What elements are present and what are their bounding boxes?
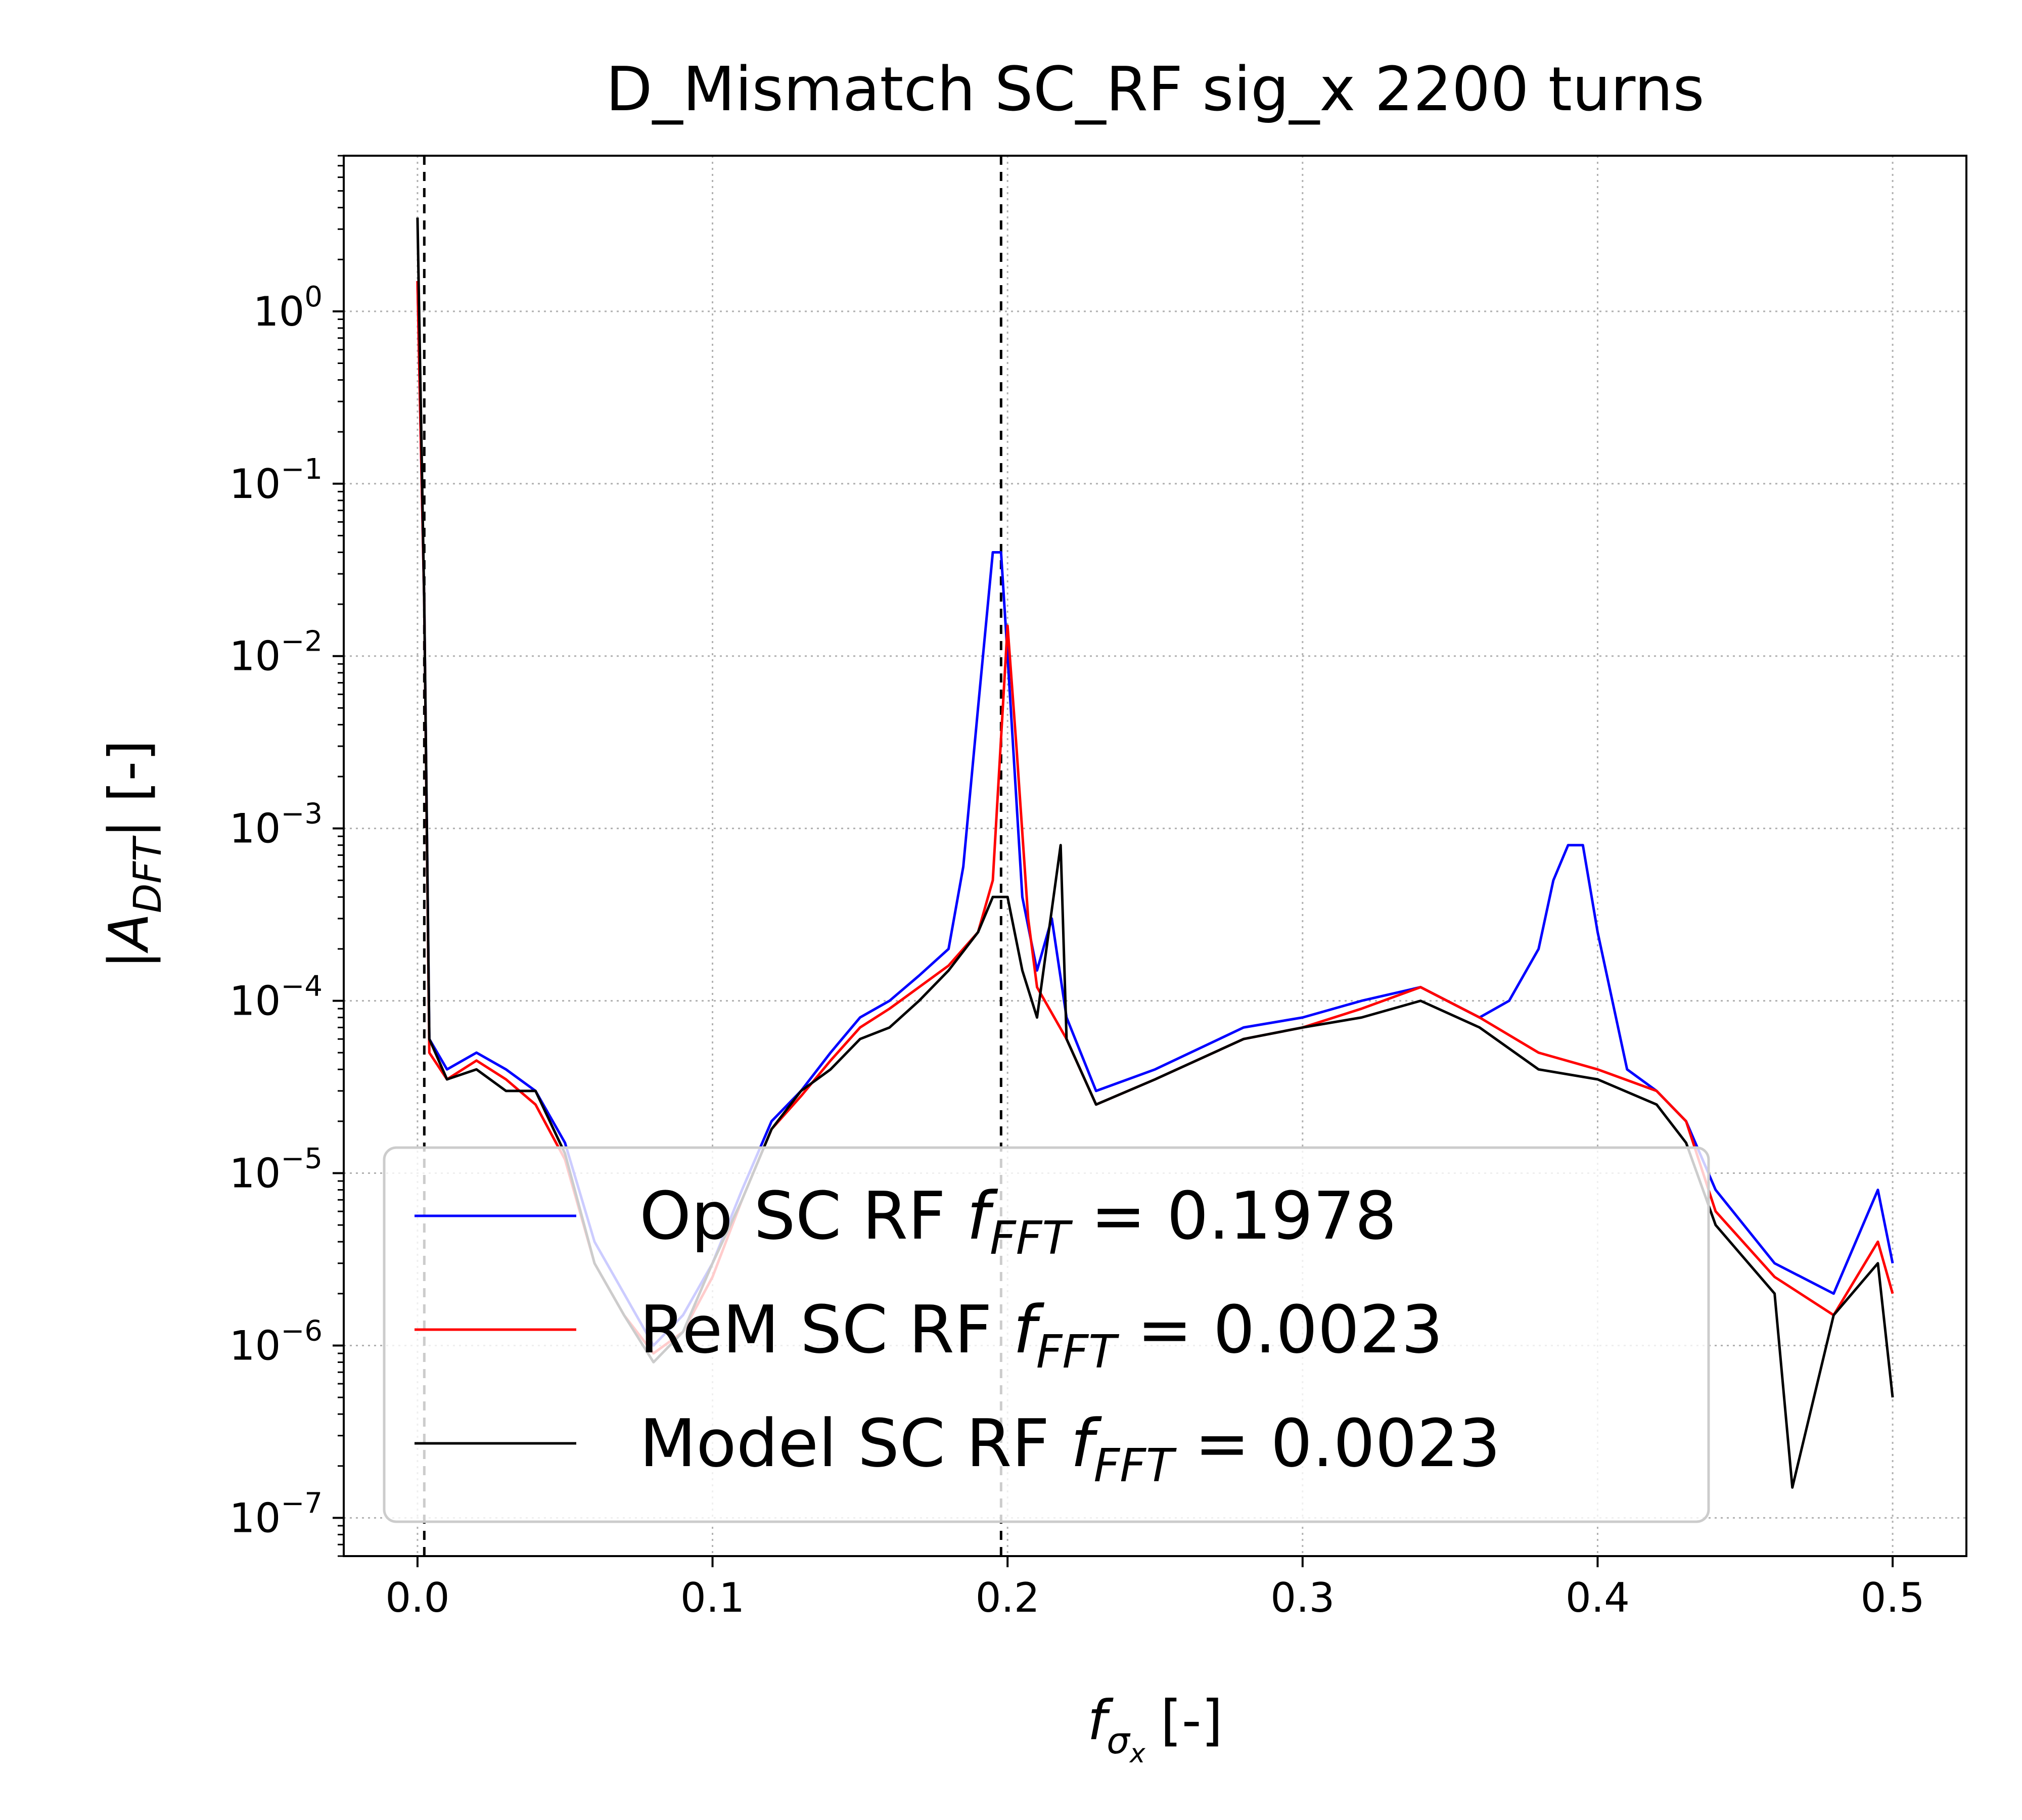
legend-label-rem: ReM SC RF fFFT = 0.0023	[639, 1291, 1443, 1379]
y-tick-label: 10−5	[229, 1143, 323, 1197]
legend-model-post: = 0.0023	[1174, 1405, 1500, 1482]
legend-label-op: Op SC RF fFFT = 0.1978	[639, 1177, 1397, 1265]
legend-rem-post: = 0.0023	[1116, 1291, 1443, 1368]
y-tick-label: 10−1	[229, 453, 323, 508]
legend-rem-pre: ReM SC RF	[639, 1291, 1013, 1368]
x-axis-label-unit: [-]	[1161, 1689, 1223, 1752]
legend-op-sub: FFT	[990, 1212, 1073, 1265]
legend-box	[383, 1146, 1710, 1523]
y-tick-label: 10−6	[229, 1314, 323, 1369]
x-tick-label: 0.5	[1860, 1574, 1924, 1621]
x-axis-label: fσx[-]	[1087, 1689, 1223, 1769]
x-tick-label: 0.3	[1270, 1574, 1335, 1621]
legend-rem-sub: FFT	[1036, 1326, 1120, 1379]
y-tick-label: 10−3	[229, 798, 323, 852]
y-tick-label: 100	[253, 281, 323, 335]
x-tick-label: 0.0	[385, 1574, 449, 1621]
axis-ticks: 0.0 0.1 0.2 0.3 0.4 0.5 10−7 10−6 10−5 10−4 10−3 10…	[229, 155, 1925, 1621]
x-axis-label-sub: σ	[1107, 1719, 1131, 1762]
y-axis-label-post: | [-]	[98, 740, 161, 838]
y-tick-label: 10−7	[229, 1487, 323, 1541]
y-axis-label-pre: |A	[98, 913, 161, 969]
legend: Op SC RF fFFT = 0.1978 ReM SC RF fFFT = …	[383, 1146, 1710, 1523]
legend-model-pre: Model SC RF	[639, 1405, 1071, 1482]
y-tick-label: 10−2	[229, 625, 323, 680]
legend-op-pre: Op SC RF	[639, 1177, 967, 1254]
legend-model-sub: FFT	[1093, 1439, 1177, 1492]
legend-op-post: = 0.1978	[1070, 1177, 1397, 1254]
chart-title: D_Mismatch SC_RF sig_x 2200 turns	[606, 55, 1705, 125]
x-tick-label: 0.2	[976, 1574, 1040, 1621]
legend-label-model: Model SC RF fFFT = 0.0023	[639, 1405, 1500, 1492]
x-tick-label: 0.4	[1566, 1574, 1630, 1621]
y-axis-label: |ADFT| [-]	[98, 740, 170, 969]
plot-frame	[343, 155, 1967, 1557]
y-tick-label: 10−4	[229, 970, 323, 1025]
x-tick-label: 0.1	[680, 1574, 745, 1621]
y-axis-label-sub: DFT	[125, 835, 170, 913]
x-axis-label-subsub: x	[1129, 1739, 1146, 1769]
